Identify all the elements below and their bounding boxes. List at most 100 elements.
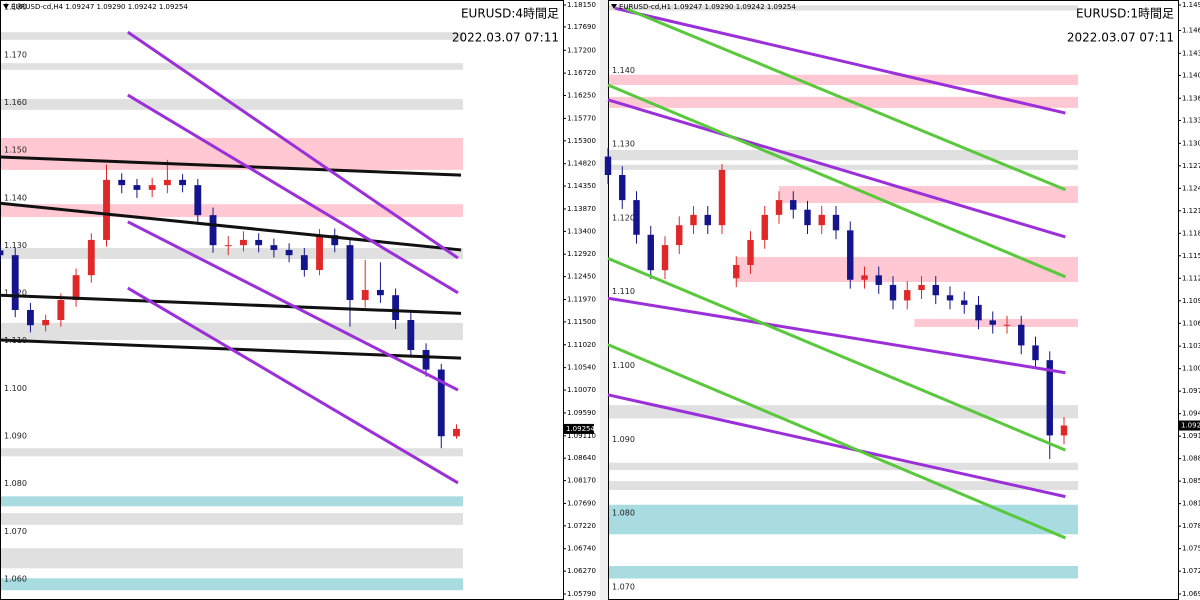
candle-body — [989, 320, 996, 325]
y-tick-label: 1.14820 — [567, 160, 596, 168]
level-label: 1.160 — [4, 98, 27, 107]
level-label: 1.170 — [4, 50, 27, 59]
candle-body — [1046, 360, 1053, 436]
candle-body — [875, 275, 882, 285]
y-tick-label: 1.11860 — [1182, 229, 1200, 237]
candle-body — [27, 309, 34, 326]
trend-line — [607, 98, 1066, 239]
level-label: 1.140 — [4, 193, 27, 202]
candle-body — [790, 200, 797, 210]
y-tick-label: 1.17690 — [567, 23, 596, 31]
price-zone — [609, 5, 1078, 11]
candle-body — [690, 214, 697, 226]
price-zone — [1, 496, 463, 507]
candle-body — [861, 275, 868, 280]
candle-body — [904, 290, 911, 301]
price-zone — [1, 248, 463, 259]
price-zone — [1, 137, 463, 170]
candle-body — [285, 249, 293, 256]
candle-body — [718, 169, 726, 226]
candle-body — [346, 245, 354, 300]
y-tick-label: 1.10540 — [567, 364, 596, 372]
y-tick-label: 1.13400 — [567, 227, 596, 235]
candle-body — [676, 225, 683, 246]
candle-body — [453, 428, 460, 437]
trend-line — [607, 83, 1067, 279]
candle-body — [407, 319, 415, 351]
trend-line — [624, 6, 1066, 192]
level-label: 1.070 — [4, 527, 27, 536]
candle-body — [361, 289, 369, 300]
candle-body — [376, 289, 384, 296]
chart-header: EURUSD-cd,H1 1.09247 1.09290 1.09242 1.0… — [619, 3, 796, 11]
chart-title: EURUSD:1時間足 — [1076, 7, 1174, 21]
candle-body — [633, 200, 640, 235]
y-tick-label: 1.08170 — [567, 477, 596, 485]
candle-body — [11, 255, 19, 310]
trend-line — [607, 296, 1066, 375]
y-tick-label: 1.10025 — [1182, 365, 1200, 373]
candle-body — [331, 235, 339, 246]
candle-body — [270, 245, 278, 250]
price-zone — [609, 74, 1078, 86]
level-label: 1.090 — [4, 432, 27, 441]
y-tick-label: 1.17200 — [567, 46, 596, 54]
header-marker — [3, 4, 9, 9]
price-zone — [1, 322, 463, 341]
y-tick-label: 1.06270 — [567, 567, 596, 575]
y-tick-label: 1.06970 — [1182, 590, 1200, 598]
level-label: 1.130 — [612, 140, 635, 149]
panel-separator — [600, 0, 608, 600]
candle-body — [847, 230, 854, 280]
candle-body — [87, 239, 95, 276]
trend-line — [0, 155, 462, 177]
y-tick-label: 1.08500 — [1182, 477, 1200, 485]
y-tick-label: 1.09720 — [1182, 387, 1200, 395]
price-zone — [609, 462, 1078, 471]
candle-body — [1060, 425, 1068, 436]
level-label: 1.120 — [612, 213, 635, 222]
y-tick-label: 1.10945 — [1182, 297, 1200, 305]
candle-body — [255, 239, 263, 246]
candle-body — [422, 350, 430, 370]
y-tick-label: 1.12165 — [1182, 207, 1200, 215]
trend-line — [614, 6, 1066, 115]
candle-body — [1003, 324, 1011, 326]
candle-body — [209, 215, 217, 246]
price-zone — [1, 448, 463, 457]
price-zone — [609, 504, 1078, 535]
y-tick-label: 1.10070 — [567, 386, 596, 394]
candle-body — [932, 284, 939, 296]
y-tick-label: 1.11020 — [567, 341, 596, 349]
y-tick-label: 1.07220 — [567, 522, 596, 530]
candle-body — [316, 235, 323, 270]
chart-title: EURUSD:4時間足 — [461, 7, 559, 21]
y-tick-label: 1.08805 — [1182, 455, 1200, 463]
trend-line — [0, 201, 462, 252]
level-label: 1.080 — [4, 479, 27, 488]
price-zone — [736, 256, 1078, 282]
trend-line — [127, 93, 459, 295]
candle-body — [661, 245, 669, 271]
price-label: 1.09254 — [566, 425, 595, 433]
y-tick-label: 1.07890 — [1182, 522, 1200, 530]
level-label: 1.100 — [612, 361, 635, 370]
y-tick-label: 1.08195 — [1182, 500, 1200, 508]
candle-body — [647, 234, 654, 271]
y-tick-label: 1.15300 — [567, 137, 596, 145]
candle-body — [961, 300, 968, 305]
candle-body — [133, 185, 141, 190]
candle-body — [42, 319, 50, 326]
level-label: 1.110 — [612, 287, 635, 296]
candle-body — [619, 175, 626, 201]
trend-line — [127, 220, 459, 392]
y-tick-label: 1.15770 — [567, 114, 596, 122]
candle-body — [733, 265, 740, 279]
trend-line — [126, 30, 459, 260]
candle-body — [747, 239, 754, 266]
y-tick-label: 1.14000 — [1182, 71, 1200, 79]
y-tick-label: 1.06740 — [567, 545, 596, 553]
trend-line — [0, 293, 462, 315]
y-tick-label: 1.13080 — [1182, 139, 1200, 147]
